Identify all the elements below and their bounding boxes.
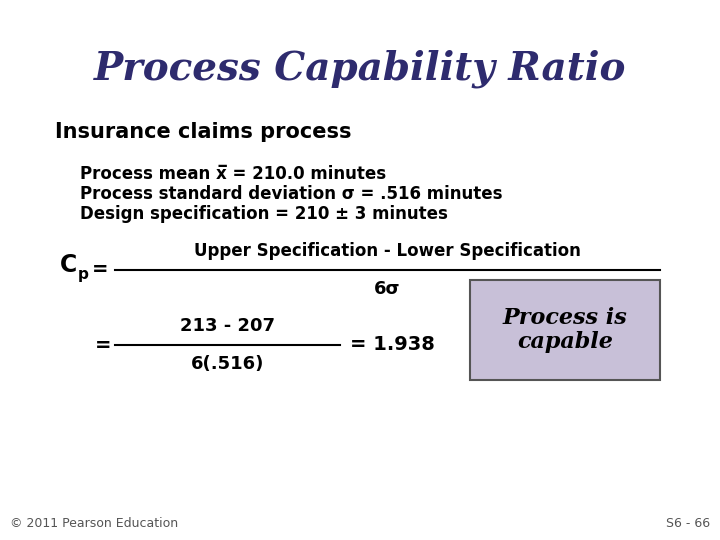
Text: Process standard deviation σ = .516 minutes: Process standard deviation σ = .516 minu… <box>80 185 503 203</box>
Text: =: = <box>95 335 112 354</box>
Text: S6 - 66: S6 - 66 <box>666 517 710 530</box>
Text: capable: capable <box>517 331 613 353</box>
Text: 6σ: 6σ <box>374 280 401 298</box>
Text: 6(.516): 6(.516) <box>191 355 264 373</box>
FancyBboxPatch shape <box>470 280 660 380</box>
Text: C: C <box>60 253 77 277</box>
Text: Process Capability Ratio: Process Capability Ratio <box>94 50 626 89</box>
Text: 213 - 207: 213 - 207 <box>180 317 275 335</box>
Text: Insurance claims process: Insurance claims process <box>55 122 351 142</box>
Text: © 2011 Pearson Education: © 2011 Pearson Education <box>10 517 178 530</box>
Text: p: p <box>78 267 89 282</box>
Text: Design specification = 210 ± 3 minutes: Design specification = 210 ± 3 minutes <box>80 205 448 223</box>
Text: = 1.938: = 1.938 <box>350 335 435 354</box>
Text: Upper Specification - Lower Specification: Upper Specification - Lower Specificatio… <box>194 242 581 260</box>
Text: Process mean x̅ = 210.0 minutes: Process mean x̅ = 210.0 minutes <box>80 165 386 183</box>
Text: Process is: Process is <box>503 307 627 329</box>
Text: =: = <box>92 260 109 280</box>
